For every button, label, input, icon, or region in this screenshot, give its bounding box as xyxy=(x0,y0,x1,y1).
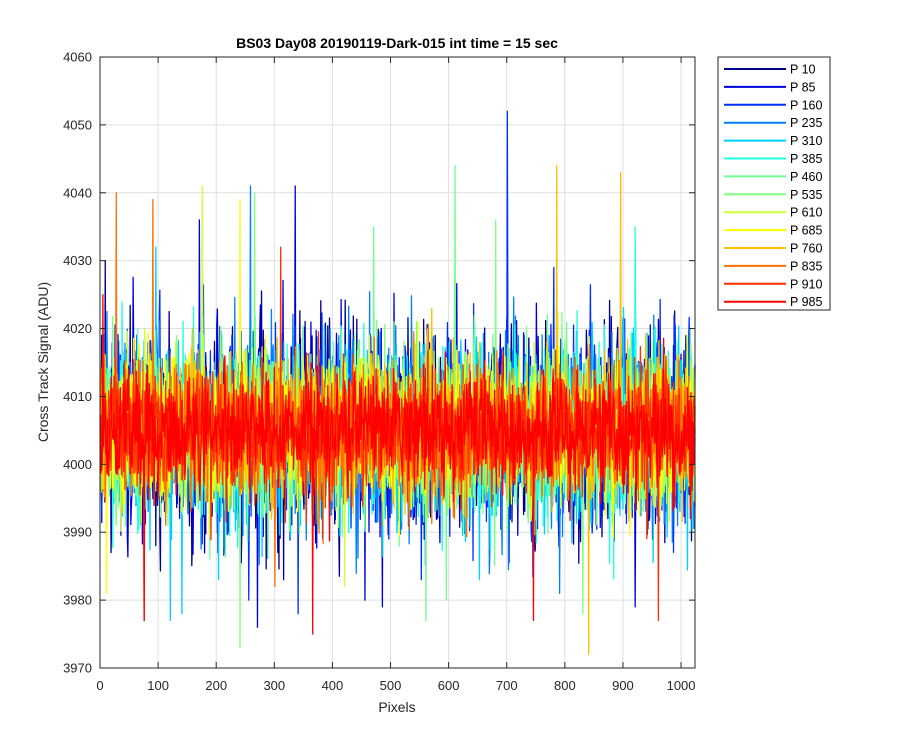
y-tick-label: 4050 xyxy=(63,117,92,132)
series-line-p-985 xyxy=(99,293,696,635)
y-tick-label: 3970 xyxy=(63,661,92,676)
x-tick-label: 200 xyxy=(205,678,227,693)
x-tick-label: 1000 xyxy=(667,678,696,693)
y-tick-label: 3990 xyxy=(63,525,92,540)
legend-label: P 460 xyxy=(790,170,822,184)
x-axis-label: Pixels xyxy=(378,699,415,715)
y-axis-label: Cross Track Signal (ADU) xyxy=(35,282,51,442)
legend-label: P 985 xyxy=(790,295,822,309)
legend-box xyxy=(717,56,831,311)
x-tick-label: 800 xyxy=(554,678,576,693)
y-tick-label: 3980 xyxy=(63,593,92,608)
x-tick-label: 0 xyxy=(96,678,103,693)
x-tick-label: 100 xyxy=(147,678,169,693)
y-tick-label: 4030 xyxy=(63,253,92,268)
x-tick-label: 600 xyxy=(438,678,460,693)
legend-label: P 385 xyxy=(790,152,822,166)
legend-label: P 685 xyxy=(790,224,822,238)
chart-title: BS03 Day08 20190119-Dark-015 int time = … xyxy=(236,35,558,51)
legend-label: P 610 xyxy=(790,206,822,220)
series-line-p-910 xyxy=(99,246,696,622)
legend-label: P 910 xyxy=(790,277,822,291)
legend-label: P 160 xyxy=(790,98,822,112)
legend-label: P 310 xyxy=(790,134,822,148)
x-tick-label: 700 xyxy=(496,678,518,693)
x-tick-label: 900 xyxy=(612,678,634,693)
y-tick-label: 4060 xyxy=(63,50,92,65)
legend-label: P 760 xyxy=(790,242,822,256)
legend-label: P 535 xyxy=(790,188,822,202)
legend-label: P 235 xyxy=(790,116,822,130)
legend-label: P 10 xyxy=(790,63,816,77)
legend-label: P 85 xyxy=(790,80,816,94)
plot-frame xyxy=(99,56,696,669)
y-tick-label: 4000 xyxy=(63,457,92,472)
series-lines xyxy=(99,110,696,656)
legend-label: P 835 xyxy=(790,259,822,273)
y-tick-label: 4020 xyxy=(63,321,92,336)
y-tick-label: 4010 xyxy=(63,389,92,404)
x-tick-label: 400 xyxy=(322,678,344,693)
x-tick-label: 300 xyxy=(263,678,285,693)
legend: P 10 P 85 P 160 P 235 P 310 P 385 P 460 P 535 P … xyxy=(717,56,831,311)
ticks: 0 100 200 300 400 500 600 700 800 900 1000 3970 3980… xyxy=(63,50,695,694)
y-tick-label: 4040 xyxy=(63,185,92,200)
x-tick-label: 500 xyxy=(380,678,402,693)
